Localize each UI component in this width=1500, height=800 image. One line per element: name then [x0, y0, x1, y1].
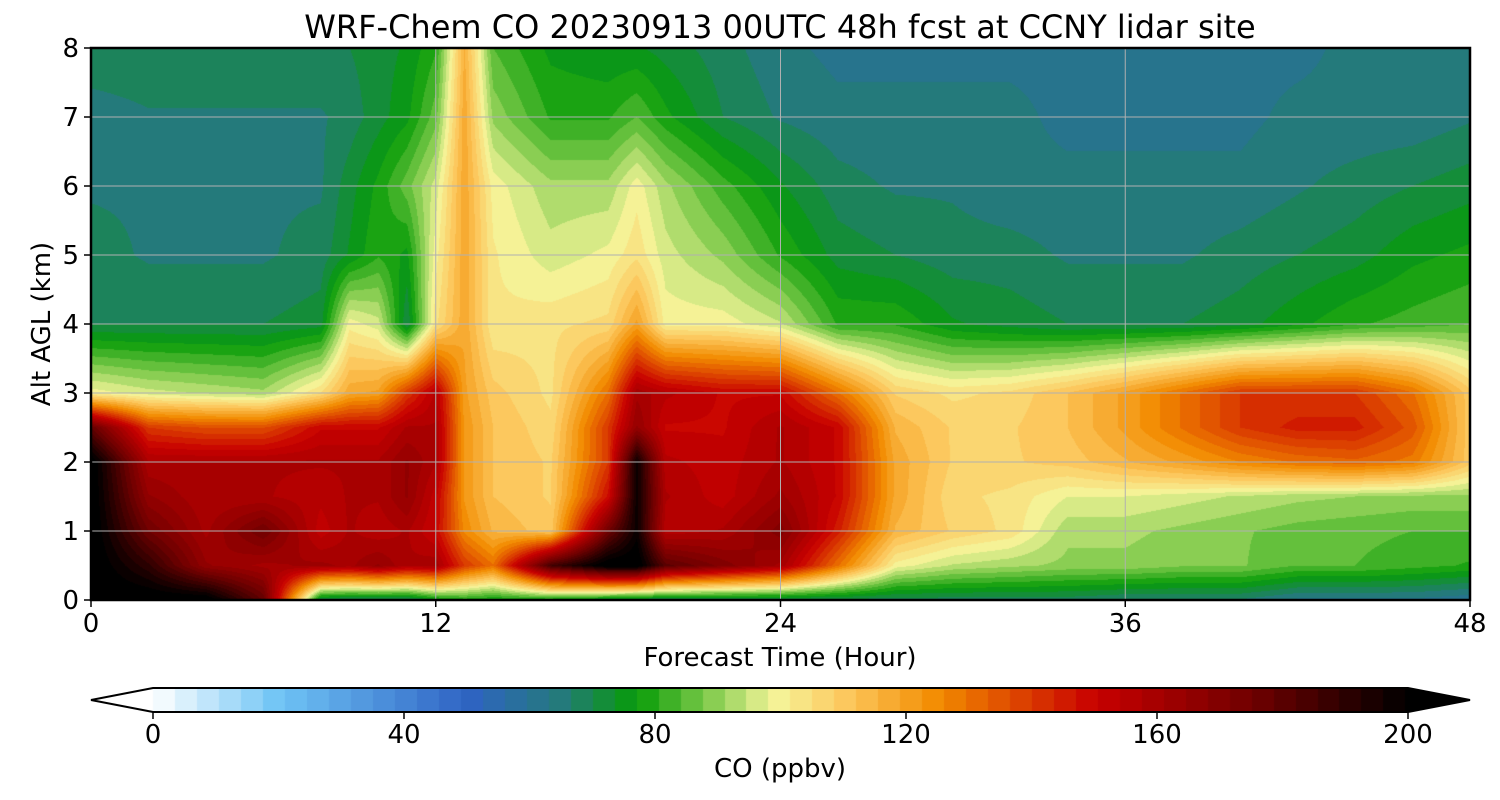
y-tick-label: 3 [62, 379, 79, 409]
y-tick-label: 2 [62, 448, 79, 478]
x-tick-label: 24 [764, 609, 797, 639]
y-tick-label: 1 [62, 517, 79, 547]
colorbar-outline [90, 687, 1471, 713]
x-tick-label: 48 [1453, 609, 1486, 639]
y-tick-label: 0 [62, 586, 79, 616]
colorbar-tick-label: 120 [881, 720, 931, 750]
x-tick-label: 12 [419, 609, 452, 639]
colorbar-tick-label: 40 [387, 720, 420, 750]
colorbar-gradient [91, 688, 1470, 712]
y-axis-ticks: 0 1 2 3 4 5 6 7 8 [62, 34, 91, 616]
colorbar-ticks: 0 40 80 120 160 200 [145, 712, 1433, 750]
y-tick-label: 6 [62, 172, 79, 202]
colorbar: 0 40 80 120 160 200 [90, 687, 1471, 750]
colorbar-tick-label: 200 [1383, 720, 1433, 750]
colorbar-tick-label: 160 [1132, 720, 1182, 750]
y-tick-label: 4 [62, 310, 79, 340]
x-tick-label: 36 [1109, 609, 1142, 639]
y-axis-label: Alt AGL (km) [27, 242, 57, 406]
colorbar-tick-label: 0 [145, 720, 162, 750]
colorbar-tick-label: 80 [638, 720, 671, 750]
y-tick-label: 8 [62, 34, 79, 64]
y-tick-label: 7 [62, 103, 79, 133]
chart-title: WRF-Chem CO 20230913 00UTC 48h fcst at C… [304, 8, 1255, 46]
x-axis-ticks: 0 12 24 36 48 [83, 600, 1487, 639]
x-axis-label: Forecast Time (Hour) [643, 643, 916, 673]
colorbar-label: CO (ppbv) [714, 754, 846, 784]
y-tick-label: 5 [62, 241, 79, 271]
x-tick-label: 0 [83, 609, 100, 639]
